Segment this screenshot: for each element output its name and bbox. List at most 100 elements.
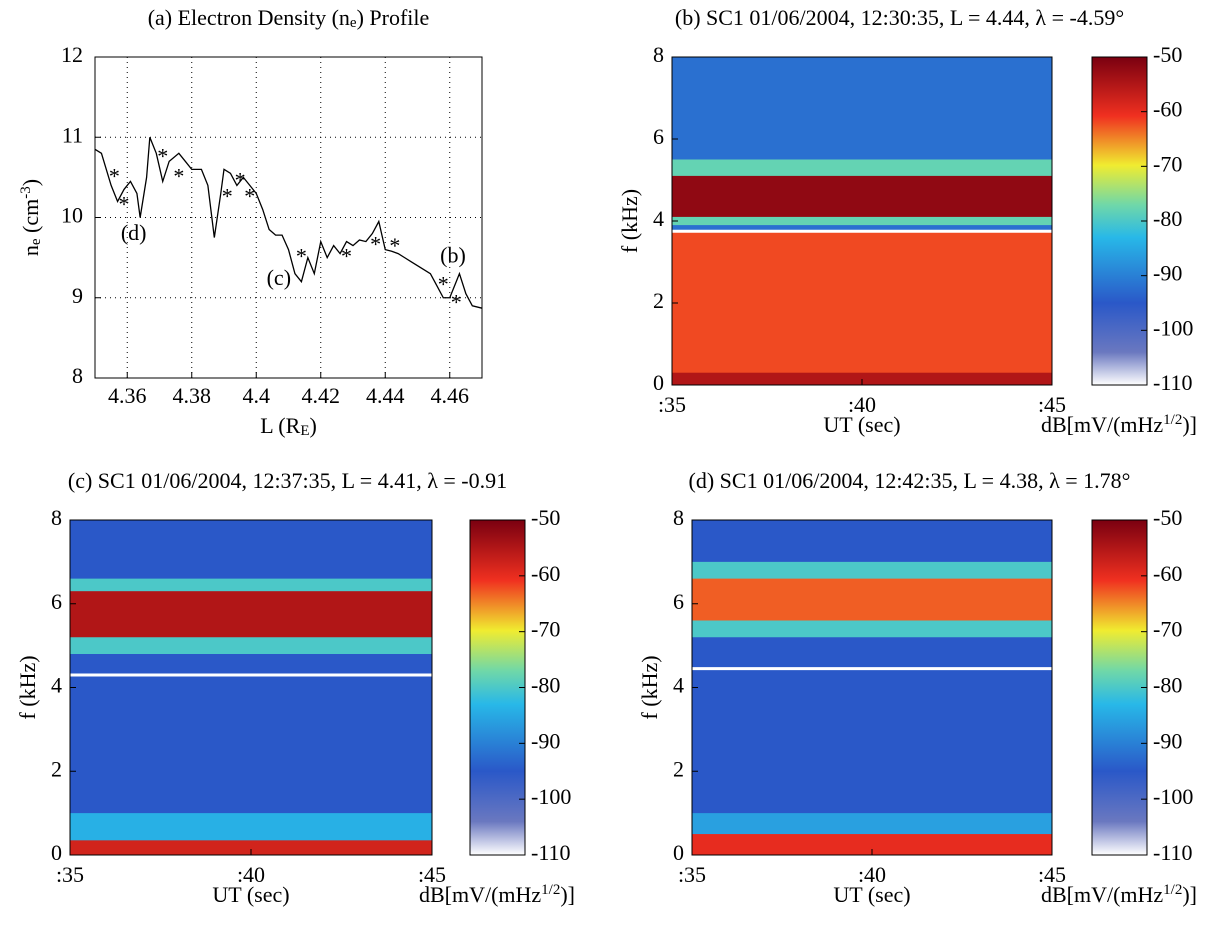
text-part: L (R — [260, 413, 300, 438]
text-part: (a) Electron Density (n — [148, 5, 350, 30]
x-tick-label: :45 — [418, 862, 446, 887]
y-tick-label: 9 — [72, 283, 83, 308]
x-tick-label: 4.38 — [173, 383, 212, 408]
y-tick-label: 2 — [51, 756, 62, 781]
y-tick-label: 8 — [72, 363, 83, 388]
marker: * — [389, 233, 400, 258]
colorbar-label: dB[mV/(mHz1/2)] — [1041, 412, 1197, 437]
chart-title: (d) SC1 01/06/2004, 12:42:35, L = 4.38, … — [689, 468, 1131, 493]
x-axis-label: UT (sec) — [833, 882, 910, 907]
y-axis-label: ne (cm-3) — [18, 179, 44, 256]
x-tick-label: :40 — [237, 862, 265, 887]
marker: * — [235, 167, 246, 192]
colorbar-tick-label: -70 — [1153, 617, 1182, 642]
colorbar-tick-label: -80 — [1153, 206, 1182, 231]
colorbar-tick-label: -110 — [1153, 370, 1193, 395]
colorbar-tick-label: -90 — [1153, 261, 1182, 286]
colorbar-tick-label: -100 — [531, 784, 571, 809]
chart-title: (c) SC1 01/06/2004, 12:37:35, L = 4.41, … — [68, 468, 507, 493]
marker: * — [341, 244, 352, 269]
colorbar-tick-label: -50 — [531, 505, 560, 530]
marker: * — [119, 191, 130, 216]
marker: * — [157, 143, 168, 168]
x-tick-label: :35 — [678, 862, 706, 887]
text-part: -3 — [18, 186, 34, 199]
colorbar — [1091, 56, 1148, 386]
annotation: (b) — [440, 243, 466, 268]
colorbar-tick-label: -60 — [1153, 97, 1182, 122]
x-tick-label: :45 — [1038, 862, 1066, 887]
axes-frame — [671, 56, 1053, 386]
y-axis-label: f (kHz) — [15, 655, 40, 719]
spectrogram-band — [692, 834, 1052, 855]
spectrogram-band — [672, 175, 1052, 217]
colorbar-tick-label: -60 — [1153, 561, 1182, 586]
text-part: )] — [1182, 882, 1197, 907]
text-part: ) — [309, 413, 316, 438]
text-part: n — [18, 245, 43, 256]
colorbar-tick-label: -100 — [1153, 784, 1193, 809]
colorbar-tick-label: -50 — [1153, 42, 1182, 67]
text-part: 1/2 — [541, 882, 560, 898]
marker: * — [173, 163, 184, 188]
colorbar-label: dB[mV/(mHz1/2)] — [419, 882, 575, 907]
spectrogram-band — [692, 578, 1052, 621]
marker: * — [370, 232, 381, 257]
text-part: )] — [1182, 412, 1197, 437]
text-part: dB[mV/(mHz — [419, 882, 541, 907]
y-axis-label: f (kHz) — [617, 189, 642, 253]
colorbar-tick-label: -110 — [1153, 840, 1193, 865]
y-tick-label: 6 — [653, 124, 664, 149]
spectrogram-band — [70, 840, 432, 855]
marker: * — [296, 244, 307, 269]
colorbar-tick-label: -70 — [531, 617, 560, 642]
x-axis-label: UT (sec) — [823, 412, 900, 437]
text-part: ) Profile — [357, 5, 430, 30]
chart-title: (b) SC1 01/06/2004, 12:30:35, L = 4.44, … — [675, 5, 1124, 30]
y-tick-label: 4 — [673, 673, 684, 698]
y-tick-label: 2 — [653, 288, 664, 313]
y-tick-label: 2 — [673, 756, 684, 781]
text-part: ) — [18, 179, 43, 186]
colorbar-tick-label: -50 — [1153, 505, 1182, 530]
colorbar-tick-label: -80 — [531, 673, 560, 698]
y-tick-label: 4 — [653, 206, 664, 231]
text-part: (cm — [18, 199, 43, 239]
x-tick-label: 4.46 — [431, 383, 470, 408]
y-tick-label: 4 — [51, 673, 62, 698]
colorbar-tick-label: -70 — [1153, 151, 1182, 176]
x-tick-label: 4.42 — [302, 383, 341, 408]
spectrogram-band — [672, 231, 1052, 385]
x-tick-label: :45 — [1038, 392, 1066, 417]
colorbar-tick-label: -80 — [1153, 673, 1182, 698]
y-tick-label: 6 — [673, 589, 684, 614]
data-line — [94, 137, 483, 309]
colorbar-tick-label: -90 — [531, 728, 560, 753]
y-tick-label: 0 — [51, 840, 62, 865]
annotation: (c) — [267, 265, 291, 290]
spectrogram-band — [672, 372, 1052, 385]
x-axis-label: L (RE) — [260, 413, 317, 439]
text-part: 1/2 — [1163, 412, 1182, 428]
annotation: (d) — [121, 220, 147, 245]
chart-title: (a) Electron Density (ne) Profile — [148, 5, 430, 31]
x-axis-label: UT (sec) — [212, 882, 289, 907]
text-part: )] — [560, 882, 575, 907]
colorbar-tick-label: -110 — [531, 840, 571, 865]
colorbar-label: dB[mV/(mHz1/2)] — [1041, 882, 1197, 907]
y-tick-label: 12 — [61, 42, 83, 67]
x-tick-label: :40 — [848, 392, 876, 417]
y-tick-label: 8 — [51, 505, 62, 530]
spectrogram-background — [70, 520, 432, 855]
text-part: e — [350, 15, 357, 31]
y-tick-label: 10 — [61, 203, 83, 228]
colorbar-tick-label: -90 — [1153, 728, 1182, 753]
spectrogram-band — [70, 591, 432, 638]
x-tick-label: 4.36 — [108, 383, 147, 408]
text-part: E — [300, 423, 309, 439]
y-tick-label: 0 — [673, 840, 684, 865]
y-axis-label: f (kHz) — [637, 655, 662, 719]
axes-frame — [94, 56, 483, 379]
y-tick-label: 6 — [51, 589, 62, 614]
